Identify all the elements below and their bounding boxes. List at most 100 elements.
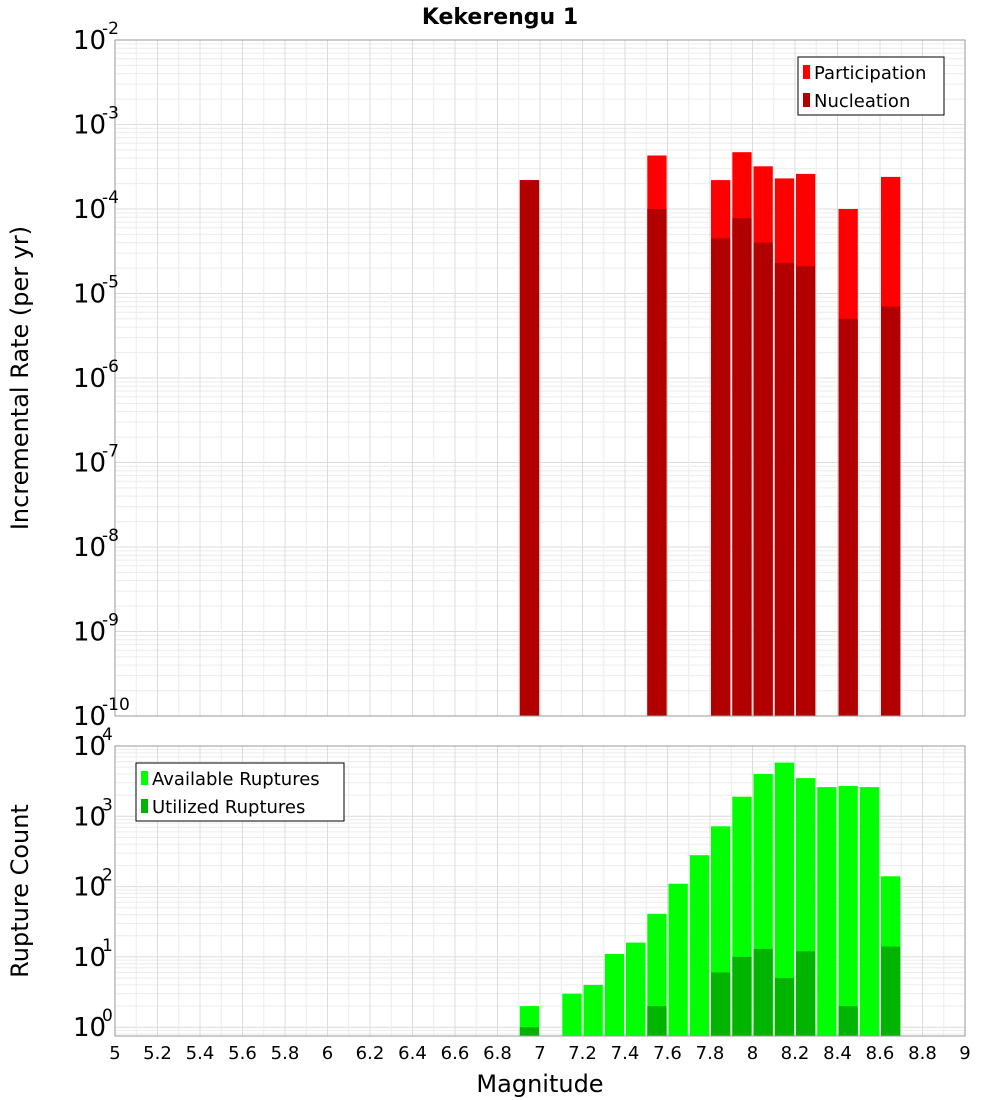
count-panel-bar-utilized-ruptures xyxy=(838,1006,858,1036)
x-tick-label: 8.2 xyxy=(781,1043,810,1064)
count-panel-bar-available-ruptures xyxy=(774,762,795,1036)
rate-panel-bar-nucleation xyxy=(753,242,773,716)
rate-panel-y-tick-label: 10 xyxy=(73,26,106,56)
rate-panel-bar-nucleation xyxy=(519,180,540,717)
rate-panel-bar-nucleation xyxy=(881,306,901,716)
rate-panel-bar-nucleation xyxy=(711,238,731,717)
rate-panel-y-tick-exponent: -2 xyxy=(102,19,119,39)
rate-panel-y-tick-exponent: -10 xyxy=(102,695,130,715)
count-panel-bar-available-ruptures xyxy=(604,954,625,1036)
rate-panel-bars xyxy=(519,152,901,717)
count-panel-legend-label: Utilized Ruptures xyxy=(152,797,305,818)
count-panel-y-tick-exponent: 1 xyxy=(102,936,113,956)
rate-panel-legend-label: Nucleation xyxy=(814,91,910,112)
count-panel-frame xyxy=(114,745,966,1037)
count-panel-y-tick-label: 10 xyxy=(73,802,106,832)
count-panel-y-tick-exponent: 2 xyxy=(102,866,113,886)
count-panel-y-tick-label: 10 xyxy=(73,732,106,762)
rate-panel-bar-nucleation xyxy=(796,266,816,716)
rate-panel-y-tick-label: 10 xyxy=(73,111,106,141)
count-panel-legend-box xyxy=(135,762,345,822)
count-panel-bar-utilized-ruptures xyxy=(647,1006,667,1036)
count-panel-bar-available-ruptures xyxy=(626,942,646,1036)
count-panel-bar-available-ruptures xyxy=(647,913,667,1036)
x-axis-label: Magnitude xyxy=(476,1070,603,1098)
rate-panel-y-tick-label: 10 xyxy=(73,618,106,648)
rate-panel-y-tick-label: 10 xyxy=(73,702,106,732)
count-panel-legend-swatch xyxy=(141,799,148,813)
rate-panel-y-tick-label: 10 xyxy=(73,364,106,394)
x-tick-label: 6.4 xyxy=(398,1043,427,1064)
count-panel-bar-available-ruptures xyxy=(583,984,603,1036)
rate-panel-y-tick-exponent: -7 xyxy=(102,442,119,462)
count-panel-bar-available-ruptures xyxy=(838,786,858,1036)
rate-panel-legend-label: Participation xyxy=(814,63,926,84)
count-panel-y-tick-label: 10 xyxy=(73,943,106,973)
x-tick-label: 7.2 xyxy=(568,1043,597,1064)
count-panel-y-tick-label: 10 xyxy=(73,873,106,903)
count-panel-bar-utilized-ruptures xyxy=(774,978,795,1036)
count-panel-y-tick-exponent: 3 xyxy=(102,795,113,815)
x-tick-label: 9 xyxy=(959,1043,970,1064)
x-tick-label: 7.8 xyxy=(696,1043,725,1064)
count-panel-bars xyxy=(519,762,901,1036)
rate-panel-bar-nucleation xyxy=(774,262,795,716)
rate-panel-legend-swatch xyxy=(803,65,810,79)
count-panel-bar-utilized-ruptures xyxy=(519,1027,540,1036)
x-tick-label: 6.8 xyxy=(483,1043,512,1064)
rate-panel-y-tick-label: 10 xyxy=(73,449,106,479)
count-panel-y-tick-exponent: 0 xyxy=(102,1006,113,1026)
rate-panel-legend: Participation Nucleation xyxy=(797,56,945,116)
rate-panel-y-tick-exponent: -8 xyxy=(102,526,119,546)
x-tick-label: 8 xyxy=(747,1043,758,1064)
count-panel-bar-utilized-ruptures xyxy=(732,956,752,1036)
rate-panel-y-tick-exponent: -4 xyxy=(102,188,119,208)
x-axis-ticks: 5 5.2 5.4 5.6 5.8 6 6.2 6.4 6.6 6.8 7 7.2 7.4 7.6 7.8 8… xyxy=(109,1043,970,1064)
x-tick-label: 6.6 xyxy=(441,1043,470,1064)
rate-panel-legend-swatch xyxy=(803,93,810,107)
count-panel-legend-swatch xyxy=(141,771,148,785)
rate-panel-bar-nucleation xyxy=(732,218,752,716)
rate-panel-y-tick-label: 10 xyxy=(73,280,106,310)
x-tick-label: 7 xyxy=(534,1043,545,1064)
chart-title: Kekerengu 1 xyxy=(422,5,578,30)
count-panel-legend: Available Ruptures Utilized Ruptures xyxy=(135,762,345,822)
x-tick-label: 5.4 xyxy=(186,1043,215,1064)
count-panel-y-tick-label: 10 xyxy=(73,1013,106,1043)
count-panel-y-tick-exponent: 4 xyxy=(102,725,113,745)
count-panel-bar-available-ruptures xyxy=(859,787,880,1036)
rate-panel-bar-nucleation xyxy=(838,318,858,716)
rate-panel-y-tick-exponent: -6 xyxy=(102,357,119,377)
rate-panel-legend-box xyxy=(797,56,945,116)
count-panel-bar-available-ruptures xyxy=(562,993,582,1036)
x-tick-label: 6 xyxy=(322,1043,333,1064)
x-tick-label: 8.6 xyxy=(866,1043,895,1064)
rate-panel-y-tick-exponent: -5 xyxy=(102,273,119,293)
x-tick-label: 5 xyxy=(109,1043,120,1064)
count-panel-bar-utilized-ruptures xyxy=(753,948,773,1036)
x-tick-label: 7.6 xyxy=(653,1043,682,1064)
rate-panel-y-tick-exponent: -3 xyxy=(102,104,119,124)
x-tick-label: 5.2 xyxy=(143,1043,172,1064)
x-tick-label: 5.6 xyxy=(228,1043,257,1064)
rate-panel-y-tick-label: 10 xyxy=(73,195,106,225)
rate-panel-y-tick-exponent: -9 xyxy=(102,611,119,631)
count-panel-bar-utilized-ruptures xyxy=(711,972,731,1036)
x-tick-label: 5.8 xyxy=(271,1043,300,1064)
x-tick-label: 7.4 xyxy=(611,1043,640,1064)
count-panel-y-axis-label: Rupture Count xyxy=(6,804,34,978)
x-tick-label: 8.8 xyxy=(908,1043,937,1064)
count-panel-bar-available-ruptures xyxy=(689,855,710,1036)
rate-panel-y-tick-label: 10 xyxy=(73,533,106,563)
rate-panel-frame xyxy=(114,39,966,717)
x-tick-label: 6.2 xyxy=(356,1043,385,1064)
rate-panel-y-axis-label: Incremental Rate (per yr) xyxy=(6,226,34,530)
count-panel-bar-utilized-ruptures xyxy=(881,946,901,1036)
rate-panel-grid xyxy=(114,39,966,717)
x-tick-label: 8.4 xyxy=(823,1043,852,1064)
